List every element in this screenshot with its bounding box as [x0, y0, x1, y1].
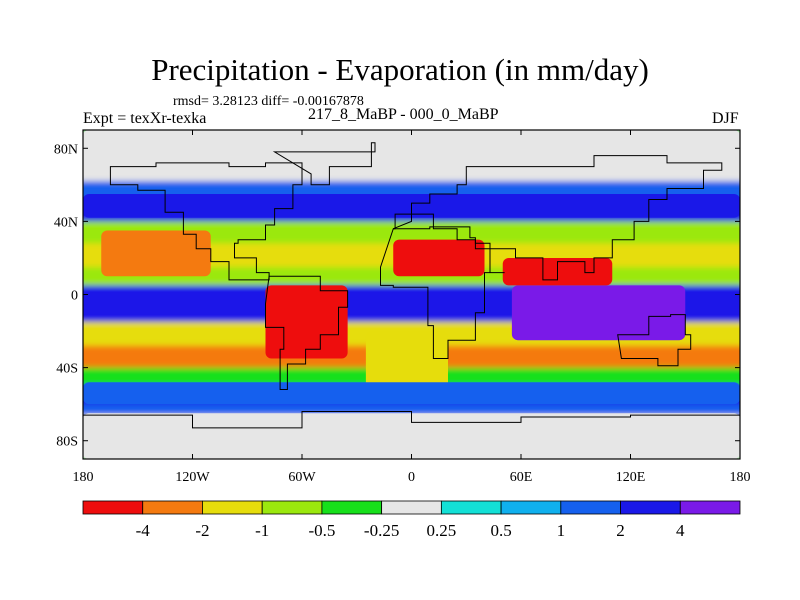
colorbar-label: 4 [676, 521, 685, 540]
lat-tick-label: 40N [54, 215, 78, 230]
coastlines [83, 142, 740, 429]
field-region [365, 331, 448, 396]
zonal-band [83, 404, 740, 417]
coastline [83, 411, 740, 429]
colorbar-swatch [261, 500, 323, 515]
zonal-band [83, 157, 740, 183]
experiment-label: Expt = texXr-texka [83, 110, 207, 127]
colorbar-swatch [82, 500, 144, 515]
lon-tick-label: 0 [408, 470, 415, 485]
map-field [83, 130, 740, 459]
colorbar-swatch [620, 500, 681, 515]
lon-tick-label: 180 [73, 470, 94, 485]
coastline [272, 142, 376, 186]
colorbar-swatch [202, 500, 263, 515]
field-region [83, 413, 740, 459]
lat-tick-label: 80S [56, 435, 78, 450]
colorbar-label: 1 [557, 521, 566, 540]
colorbar-swatch [321, 500, 383, 515]
rmsd-diff-stats: rmsd= 3.28123 diff= -0.00167878 [173, 94, 364, 109]
colorbar-label: -0.5 [308, 521, 335, 540]
colorbar-swatch [440, 500, 502, 515]
lat-tick-label: 40S [56, 362, 78, 377]
coastline [393, 155, 723, 281]
colorbar-swatch [142, 500, 203, 515]
colorbar-label: 2 [616, 521, 625, 540]
lon-tick-label: 120E [616, 470, 646, 485]
field-region [265, 285, 348, 359]
latitude-axis: 80N 40N 0 40S 80S [54, 142, 740, 450]
colorbar-label: -1 [255, 521, 269, 540]
field-region [83, 130, 740, 158]
colorbar-label: -0.25 [364, 521, 399, 540]
lon-tick-label: 120W [175, 470, 210, 485]
lat-tick-label: 80N [54, 142, 78, 157]
field-region [393, 239, 485, 277]
field-region [83, 382, 740, 405]
coastline [109, 162, 303, 281]
lon-tick-label: 60E [510, 470, 533, 485]
coastline [617, 314, 692, 367]
colorbar-swatch [560, 500, 621, 515]
colorbar-label: -4 [136, 521, 151, 540]
lon-tick-label: 60W [288, 470, 316, 485]
field-region [101, 230, 211, 277]
colorbar: -4 -2 -1 -0.5 -0.25 0.25 0.5 1 2 4 [82, 500, 741, 540]
longitude-axis: 180 120W 60W 0 60E 120E 180 [73, 130, 751, 485]
colorbar-label: 0.5 [490, 521, 511, 540]
figure-title: Precipitation - Evaporation (in mm/day) [151, 52, 649, 87]
coastline [380, 226, 505, 359]
lon-tick-label: 180 [730, 470, 751, 485]
field-region [511, 285, 686, 341]
colorbar-swatch [381, 500, 442, 515]
colorbar-label: 0.25 [426, 521, 456, 540]
season-label: DJF [712, 110, 739, 127]
colorbar-label: -2 [195, 521, 209, 540]
lat-tick-label: 0 [71, 289, 78, 304]
coastline [265, 275, 349, 390]
field-regions [83, 130, 740, 459]
colorbar-swatch [679, 500, 741, 515]
zonal-band [83, 221, 740, 245]
period-subtitle: 217_8_MaBP - 000_0_MaBP [308, 106, 499, 123]
colorbar-swatch [500, 500, 562, 515]
